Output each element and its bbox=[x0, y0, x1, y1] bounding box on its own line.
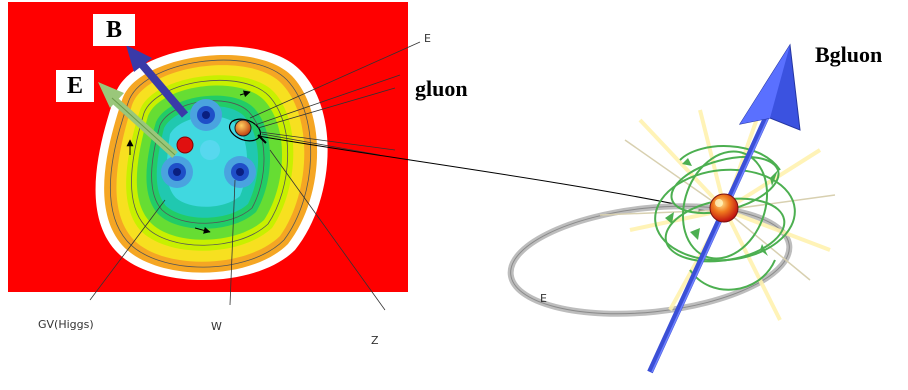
e-field-label: E bbox=[56, 70, 94, 102]
b-field-label: B bbox=[93, 14, 135, 46]
gv-higgs-label: GV(Higgs) bbox=[38, 318, 94, 331]
gluon-link-arrow bbox=[257, 135, 706, 213]
bgluon-label: Bgluon bbox=[815, 42, 883, 67]
higgs-particle bbox=[176, 136, 194, 154]
w-label: W bbox=[211, 320, 222, 333]
gluon-3d-model bbox=[507, 43, 836, 374]
potential-contour-map bbox=[95, 46, 328, 281]
e-ring-label: E bbox=[540, 292, 547, 305]
z-label: Z bbox=[371, 334, 379, 347]
pointer-lines bbox=[89, 41, 421, 311]
e-field-arrow bbox=[98, 82, 178, 158]
gluon-particle bbox=[709, 193, 739, 223]
spin-axis bbox=[647, 103, 775, 374]
e-top-label: E bbox=[424, 32, 431, 45]
gluon-label: gluon bbox=[415, 76, 468, 101]
b-field-arrow bbox=[126, 45, 189, 118]
